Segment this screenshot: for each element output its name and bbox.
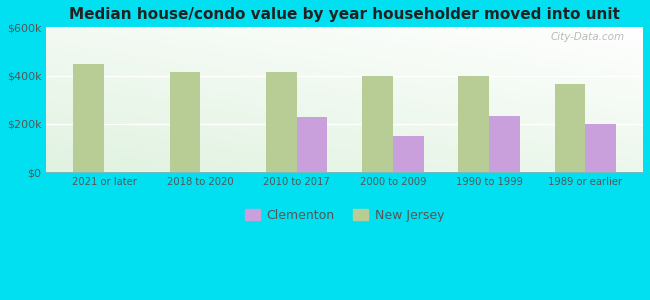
Bar bbox=[393, 136, 424, 172]
Bar bbox=[554, 84, 585, 172]
Bar bbox=[170, 72, 200, 172]
Bar bbox=[362, 76, 393, 172]
Bar bbox=[489, 116, 520, 172]
Legend: Clementon, New Jersey: Clementon, New Jersey bbox=[240, 204, 449, 227]
Bar bbox=[458, 76, 489, 172]
Bar bbox=[296, 117, 328, 172]
Bar bbox=[266, 72, 296, 172]
Title: Median house/condo value by year householder moved into unit: Median house/condo value by year househo… bbox=[70, 7, 620, 22]
Bar bbox=[73, 64, 104, 172]
Bar bbox=[585, 124, 616, 172]
Text: City-Data.com: City-Data.com bbox=[551, 32, 625, 42]
